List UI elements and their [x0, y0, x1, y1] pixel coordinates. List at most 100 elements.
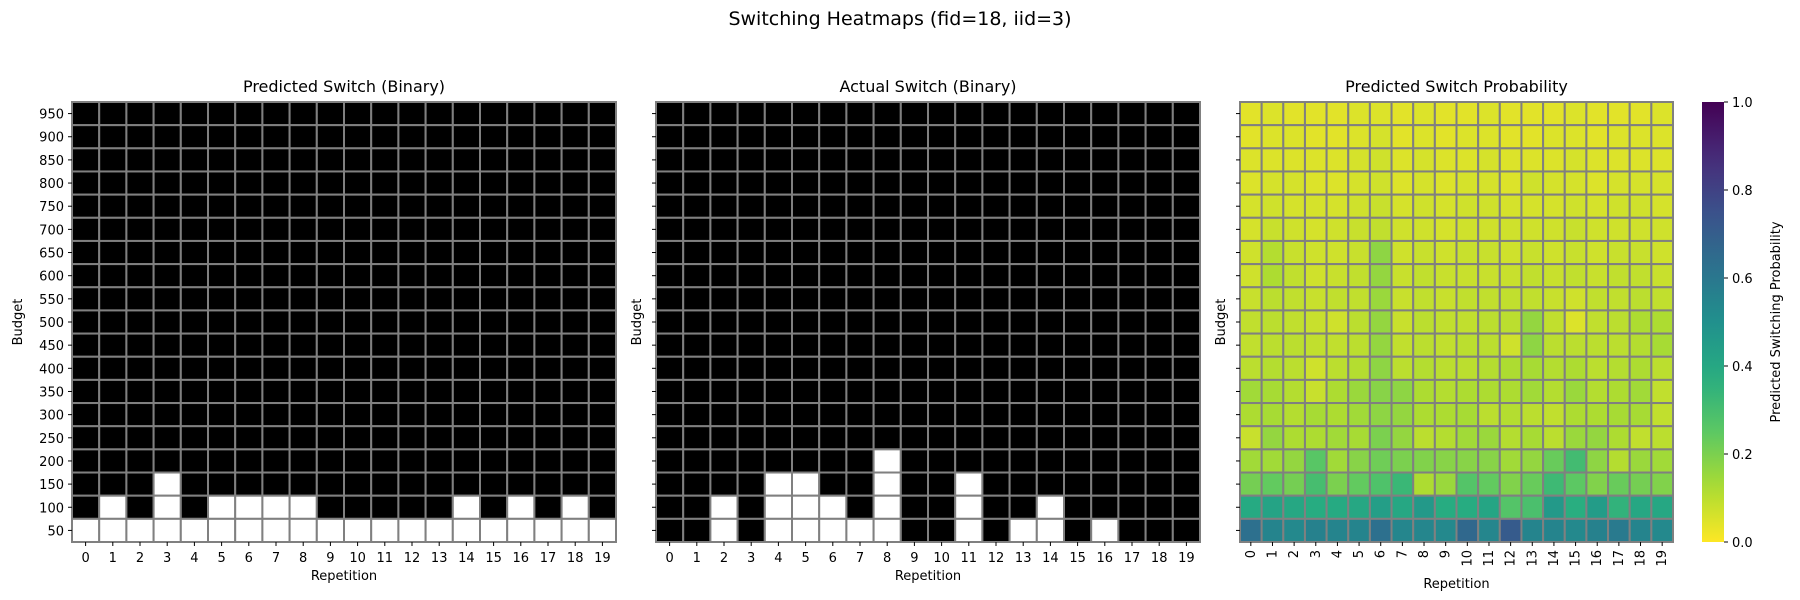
- panel1-cell: [288, 263, 318, 289]
- panel3-cell: [1390, 448, 1415, 474]
- panel2-cell: [845, 517, 875, 544]
- panel2-cell: [1063, 402, 1093, 428]
- panel2-cell: [845, 448, 875, 474]
- panel1-cell: [207, 448, 237, 474]
- panel2-cell: [1063, 425, 1093, 451]
- panel2-cell: [981, 309, 1011, 335]
- panel1-cell: [587, 425, 617, 451]
- panel1-cell: [343, 425, 373, 451]
- panel1-cell: [207, 355, 237, 381]
- panel2-cell: [1090, 332, 1120, 358]
- panel3-cell: [1520, 170, 1545, 196]
- panel2-cell: [927, 448, 957, 474]
- panel1-cell: [207, 471, 237, 497]
- panel3-cell: [1282, 332, 1306, 358]
- panel3-cell: [1585, 309, 1610, 335]
- panel1-cell: [71, 193, 101, 219]
- panel1-cell: [125, 101, 155, 127]
- panel1-cell: [179, 239, 210, 266]
- panel1-y-tick-label: 50: [47, 524, 64, 539]
- panel3-cell: [1563, 147, 1588, 173]
- panel2-cell: [763, 494, 793, 520]
- panel2-cell: [872, 170, 902, 196]
- panel2-cell: [872, 332, 902, 358]
- panel1-cell: [234, 378, 264, 405]
- panel3-cell: [1260, 402, 1285, 428]
- panel3-cell: [1347, 263, 1371, 289]
- panel3-cell: [1585, 355, 1610, 381]
- panel3-cell: [1412, 147, 1436, 173]
- panel3-cell: [1585, 101, 1610, 127]
- panel3-cell: [1368, 170, 1393, 196]
- panel3-cell: [1585, 286, 1610, 312]
- panel2-cell: [763, 448, 793, 474]
- panel3-cell: [1585, 332, 1610, 358]
- panel3-cell: [1628, 332, 1653, 358]
- panel3-cell: [1390, 170, 1415, 196]
- panel2-cell: [1144, 471, 1174, 497]
- panel2-x-tick-label: 8: [883, 551, 891, 566]
- panel1-cell: [288, 425, 318, 451]
- panel3-title: Predicted Switch Probability: [1345, 77, 1568, 96]
- panel2-cell: [927, 309, 957, 335]
- panel2-cell: [1008, 378, 1038, 405]
- panel3-cell: [1542, 378, 1566, 405]
- panel2-cell: [954, 425, 984, 451]
- panel3-cell: [1433, 402, 1458, 428]
- panel1-cell: [315, 517, 345, 544]
- panel3-cell: [1282, 494, 1306, 520]
- panel2-cell: [763, 309, 793, 335]
- panel1-cell: [506, 355, 536, 381]
- panel1-cell: [587, 263, 617, 289]
- panel3-cell: [1433, 309, 1458, 335]
- panel3-cell: [1455, 332, 1480, 358]
- panel3-cell: [1260, 124, 1285, 150]
- panel1-ylabel: Budget: [11, 299, 26, 346]
- panel1-cell: [234, 124, 264, 150]
- panel2-cell: [1035, 309, 1066, 335]
- panel1-cell: [424, 286, 454, 312]
- panel1-cell: [98, 517, 128, 544]
- panel1-cell: [533, 263, 563, 289]
- panel2-cell: [682, 216, 712, 242]
- panel3-cell: [1477, 355, 1501, 381]
- panel1-cell: [560, 124, 590, 150]
- panel1-cell: [71, 239, 101, 266]
- panel2-cell: [1063, 101, 1093, 127]
- panel2-cell: [1008, 239, 1038, 266]
- panel1-cell: [560, 378, 590, 405]
- panel3-cell: [1628, 170, 1653, 196]
- panel1-cell: [125, 425, 155, 451]
- panel1-cell: [479, 170, 509, 196]
- panel2-cell: [1090, 263, 1120, 289]
- panel3-cell: [1303, 263, 1328, 289]
- panel2-cell: [655, 517, 685, 544]
- panel2-cell: [872, 147, 902, 173]
- panel3-cell: [1585, 216, 1610, 242]
- figure-title: Switching Heatmaps (fid=18, iid=3): [728, 8, 1072, 30]
- panel1-cell: [506, 147, 536, 173]
- panel1-cell: [315, 332, 345, 358]
- panel2-cell: [1117, 147, 1147, 173]
- panel2-x-tick-label: 14: [1042, 551, 1059, 566]
- panel1-cell: [370, 170, 400, 196]
- panel2-cell: [1090, 355, 1120, 381]
- panel3-cell: [1347, 355, 1371, 381]
- panel1-cell: [261, 101, 291, 127]
- panel3-cell: [1347, 378, 1371, 405]
- panel2-cell: [845, 425, 875, 451]
- panel1-cell: [370, 378, 400, 405]
- panel1-cell: [533, 425, 563, 451]
- panel1-cell: [152, 101, 182, 127]
- panel2-cell: [791, 378, 821, 405]
- panel3-cell: [1282, 517, 1306, 544]
- panel3-cell: [1412, 402, 1436, 428]
- panel2-cell: [1117, 101, 1147, 127]
- panel2-cell: [1090, 101, 1120, 127]
- panel2-cell: [791, 170, 821, 196]
- panel3-cell: [1368, 378, 1393, 405]
- panel2-cell: [791, 101, 821, 127]
- panel3-cell: [1520, 263, 1545, 289]
- panel1-cell: [261, 124, 291, 150]
- panel1-cell: [343, 402, 373, 428]
